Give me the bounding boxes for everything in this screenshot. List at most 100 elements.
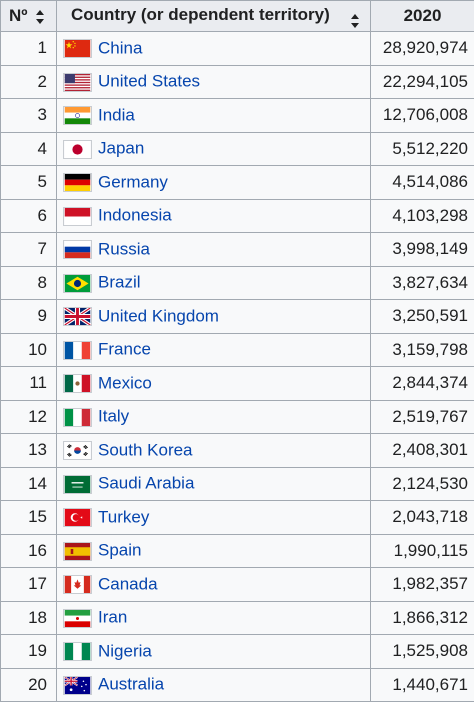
flag-indonesia-icon[interactable] [63,207,92,226]
table-row: 16 Spain 1,990,115 [1,534,474,568]
country-cell: Saudi Arabia [57,467,371,501]
rank-cell: 10 [1,333,57,367]
flag-iran-icon[interactable] [63,609,92,628]
value-column-header[interactable]: 2020 [371,1,474,32]
rank-cell: 16 [1,534,57,568]
rank-cell: 11 [1,367,57,401]
country-link[interactable]: Italy [98,407,129,426]
flag-united-states-icon[interactable] [63,73,92,92]
value-cell: 1,982,357 [371,568,474,602]
flag-south-korea-icon[interactable] [63,441,92,460]
flag-brazil-icon[interactable] [63,274,92,293]
flag-france-icon[interactable] [63,341,92,360]
table-row: 19 Nigeria 1,525,908 [1,635,474,669]
flag-mexico-icon[interactable] [63,374,92,393]
rank-cell: 19 [1,635,57,669]
flag-china-icon[interactable] [63,39,92,58]
header-row: Nº Country (or dependent territory) 2020 [1,1,474,32]
country-link[interactable]: Russia [98,240,150,259]
country-cell: Germany [57,166,371,200]
table-row: 17 Canada 1,982,357 [1,568,474,602]
country-link[interactable]: Turkey [98,508,149,527]
rank-cell: 2 [1,65,57,99]
country-link[interactable]: Nigeria [98,642,152,661]
rank-cell: 1 [1,32,57,66]
flag-germany-icon[interactable] [63,173,92,192]
table-row: 1 China 28,920,974 [1,32,474,66]
country-cell: Indonesia [57,199,371,233]
rank-cell: 8 [1,266,57,300]
rank-cell: 12 [1,400,57,434]
flag-russia-icon[interactable] [63,240,92,259]
country-cell: Brazil [57,266,371,300]
table-row: 5 Germany 4,514,086 [1,166,474,200]
country-link[interactable]: India [98,106,135,125]
country-link[interactable]: Iran [98,608,127,627]
country-link[interactable]: Australia [98,675,164,694]
sort-icon[interactable] [36,10,45,24]
flag-italy-icon[interactable] [63,408,92,427]
country-link[interactable]: France [98,340,151,359]
value-header-label: 2020 [404,6,442,25]
flag-spain-icon[interactable] [63,542,92,561]
country-link[interactable]: Brazil [98,273,141,292]
value-cell: 4,514,086 [371,166,474,200]
rank-column-header[interactable]: Nº [1,1,57,32]
country-cell: Russia [57,233,371,267]
country-cell: Iran [57,601,371,635]
flag-united-kingdom-icon[interactable] [63,307,92,326]
value-cell: 3,827,634 [371,266,474,300]
value-cell: 1,990,115 [371,534,474,568]
flag-canada-icon[interactable] [63,575,92,594]
rank-header-label: Nº [9,6,28,25]
flag-turkey-icon[interactable] [63,508,92,527]
rank-cell: 17 [1,568,57,602]
country-link[interactable]: Spain [98,541,141,560]
value-cell: 3,159,798 [371,333,474,367]
value-cell: 2,844,374 [371,367,474,401]
value-cell: 2,124,530 [371,467,474,501]
flag-india-icon[interactable] [63,106,92,125]
country-link[interactable]: Saudi Arabia [98,474,194,493]
flag-japan-icon[interactable] [63,140,92,159]
country-link[interactable]: United Kingdom [98,307,219,326]
value-cell: 3,998,149 [371,233,474,267]
flag-nigeria-icon[interactable] [63,642,92,661]
value-cell: 1,440,671 [371,668,474,702]
country-column-header[interactable]: Country (or dependent territory) [57,1,371,32]
rank-cell: 20 [1,668,57,702]
country-cell: Italy [57,400,371,434]
table-row: 10 France 3,159,798 [1,333,474,367]
sort-icon[interactable] [351,14,360,28]
rank-cell: 7 [1,233,57,267]
flag-australia-icon[interactable] [63,676,92,695]
value-cell: 3,250,591 [371,300,474,334]
country-link[interactable]: United States [98,72,200,91]
country-link[interactable]: Indonesia [98,206,172,225]
country-link[interactable]: Canada [98,575,158,594]
country-cell: Spain [57,534,371,568]
country-header-label: Country (or dependent territory) [71,5,330,24]
rank-cell: 5 [1,166,57,200]
country-link[interactable]: South Korea [98,441,193,460]
country-cell: Mexico [57,367,371,401]
country-cell: South Korea [57,434,371,468]
flag-saudi-arabia-icon[interactable] [63,475,92,494]
value-cell: 28,920,974 [371,32,474,66]
value-cell: 1,525,908 [371,635,474,669]
table-row: 20 Australia 1,440,671 [1,668,474,702]
rank-cell: 4 [1,132,57,166]
country-cell: Australia [57,668,371,702]
country-link[interactable]: Mexico [98,374,152,393]
country-link[interactable]: China [98,39,142,58]
country-link[interactable]: Germany [98,173,168,192]
country-link[interactable]: Japan [98,139,144,158]
rank-cell: 18 [1,601,57,635]
